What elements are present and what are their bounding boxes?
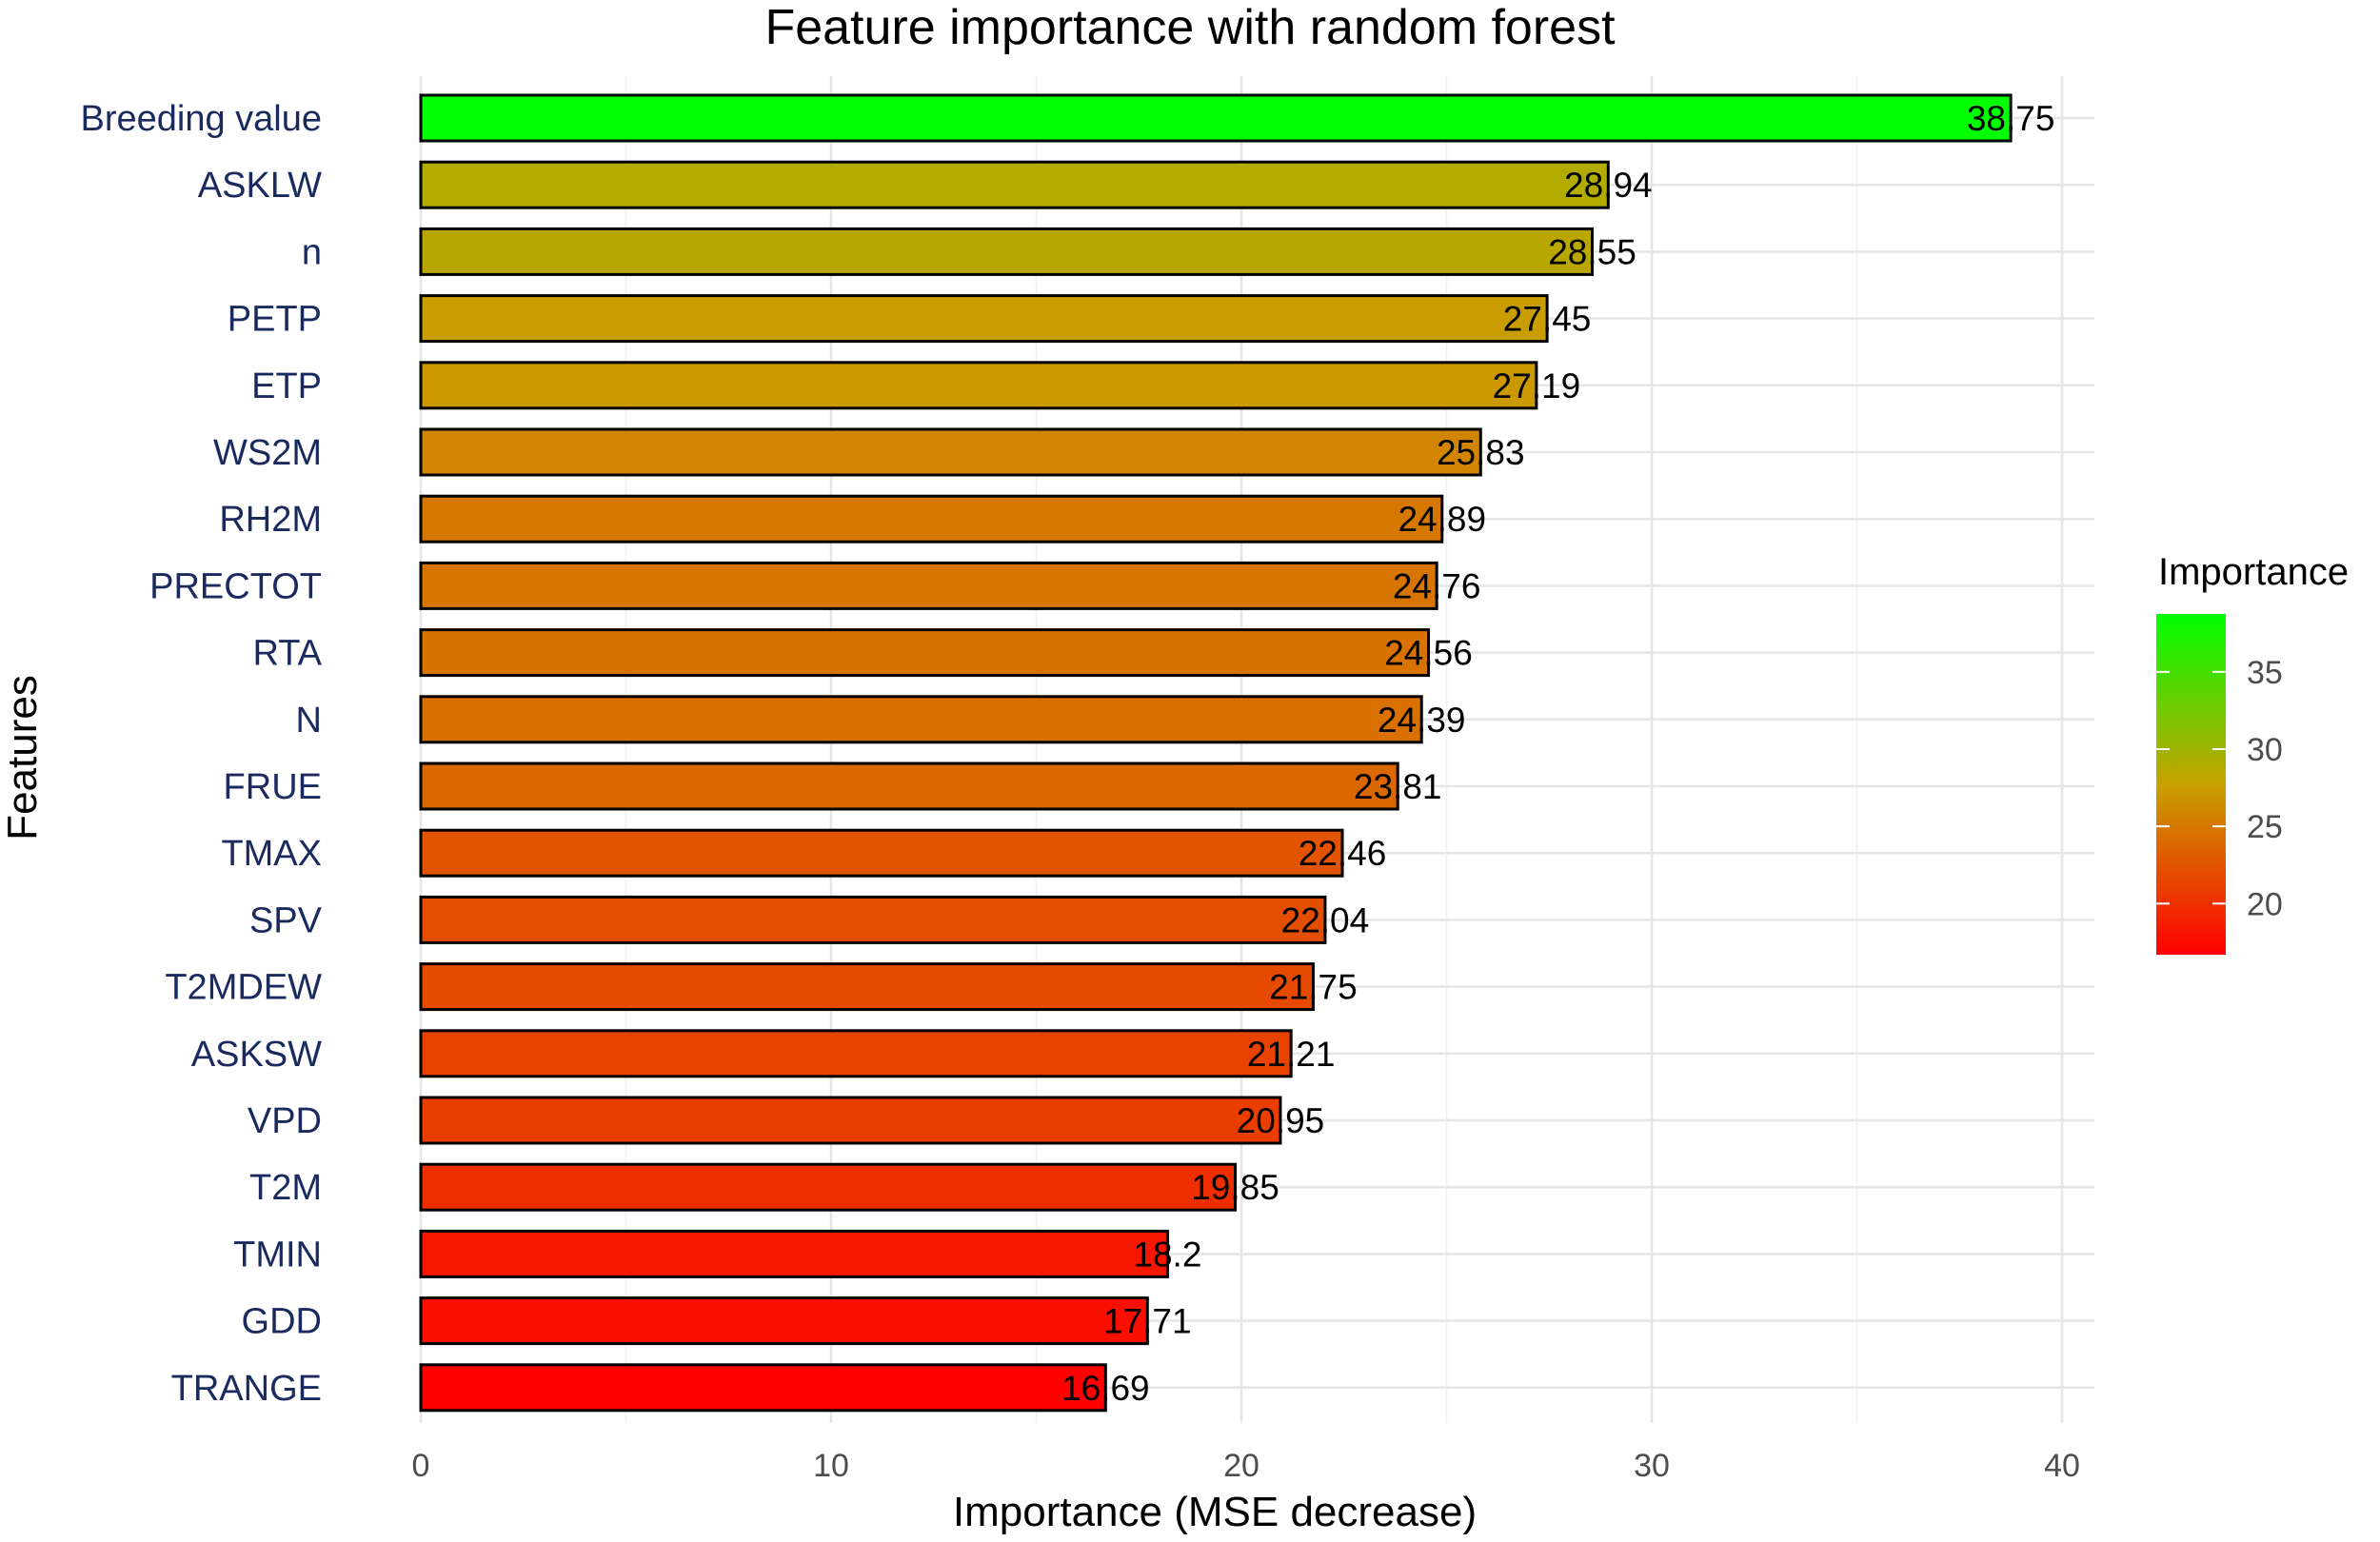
bar (419, 1162, 1238, 1212)
legend-colorbar (2156, 614, 2226, 955)
y-tick-label: SPV (249, 900, 323, 940)
y-tick-label: RH2M (219, 500, 322, 540)
bar (419, 427, 1482, 477)
bar-value-label: 24.56 (1384, 634, 1473, 673)
bar-value-label: 18.2 (1133, 1235, 1201, 1274)
y-tick-label: VPD (248, 1101, 322, 1141)
bar-value-label: 25.83 (1437, 433, 1525, 472)
bar-value-label: 28.94 (1564, 166, 1653, 205)
y-tick-label: ASKSW (191, 1035, 322, 1075)
bar-value-label: 24.39 (1378, 701, 1466, 740)
bar (419, 1296, 1149, 1346)
bar-value-label: 20.95 (1237, 1101, 1325, 1140)
bar-value-label: 19.85 (1191, 1168, 1279, 1207)
bar (419, 227, 1595, 276)
legend-tick-label: 35 (2247, 655, 2283, 691)
x-tick-label: 40 (2044, 1448, 2080, 1484)
grid (419, 76, 2094, 1423)
bar-value-label: 24.89 (1398, 500, 1486, 539)
bar (419, 561, 1438, 610)
bar (419, 828, 1344, 878)
y-tick-label: TMIN (233, 1235, 322, 1275)
bar-value-label: 27.45 (1503, 300, 1592, 339)
color-legend: Importance 20 25 30 35 (2156, 551, 2349, 955)
bar-value-label: 24.76 (1393, 566, 1481, 605)
y-tick-label: PETP (228, 300, 322, 340)
x-tick-label: 30 (1634, 1448, 1670, 1484)
bar-value-label: 21.21 (1247, 1035, 1336, 1074)
bar (419, 294, 1549, 344)
x-tick-label: 0 (412, 1448, 430, 1484)
bar (419, 494, 1444, 544)
bar (419, 628, 1431, 678)
bar-value-label: 17.71 (1103, 1302, 1192, 1341)
bar-value-label: 22.46 (1299, 834, 1387, 873)
legend-ticks: 20 25 30 35 (2156, 655, 2283, 922)
y-tick-label: N (296, 701, 322, 741)
legend-tick-label: 20 (2247, 886, 2283, 922)
legend-title: Importance (2158, 551, 2349, 593)
bar (419, 93, 2013, 143)
bar (419, 761, 1399, 811)
y-axis-label: Features (0, 675, 46, 840)
y-axis-ticks: Breeding value ASKLW n PETP ETP WS2M RH2M PRECT… (80, 99, 322, 1409)
y-tick-label: FRUE (224, 767, 322, 807)
x-tick-label: 20 (1223, 1448, 1259, 1484)
bar-value-label: 16.69 (1061, 1369, 1150, 1408)
y-tick-label: Breeding value (80, 99, 322, 139)
bar-value-label: 21.75 (1269, 968, 1358, 1007)
y-tick-label: ASKLW (198, 166, 322, 206)
chart-title: Feature importance with random forest (764, 0, 1616, 55)
y-tick-label: GDD (242, 1302, 322, 1342)
bar (419, 962, 1315, 1012)
y-tick-label: PRECTOT (149, 566, 322, 606)
bar-value-label: 22.04 (1281, 900, 1370, 939)
y-tick-label: TMAX (221, 834, 322, 874)
bar (419, 695, 1423, 744)
bar (419, 1029, 1293, 1078)
bar (419, 1229, 1169, 1278)
x-axis-ticks: 0 10 20 30 40 (412, 1448, 2080, 1484)
y-tick-label: n (302, 232, 322, 272)
bar (419, 895, 1327, 944)
bar (419, 1363, 1107, 1413)
x-axis-label: Importance (MSE decrease) (953, 1489, 1477, 1535)
bar (419, 361, 1538, 410)
y-tick-label: T2MDEW (165, 968, 322, 1008)
y-tick-label: T2M (249, 1168, 322, 1208)
x-tick-label: 10 (813, 1448, 849, 1484)
legend-tick-label: 30 (2247, 732, 2283, 768)
legend-tick-label: 25 (2247, 809, 2283, 845)
bar (419, 160, 1610, 209)
y-tick-label: ETP (251, 366, 322, 406)
y-tick-label: TRANGE (171, 1369, 322, 1409)
bar-value-label: 28.55 (1548, 232, 1636, 271)
y-tick-label: RTA (253, 634, 323, 674)
bar-value-label: 38.75 (1967, 99, 2055, 138)
y-tick-label: WS2M (213, 433, 322, 473)
bar-value-label: 27.19 (1493, 366, 1581, 405)
bar-value-label: 23.81 (1354, 767, 1442, 806)
bar (419, 1096, 1282, 1145)
bars: 38.75 28.94 28.55 27.45 27.19 25.83 24.89 24.76… (419, 93, 2055, 1413)
